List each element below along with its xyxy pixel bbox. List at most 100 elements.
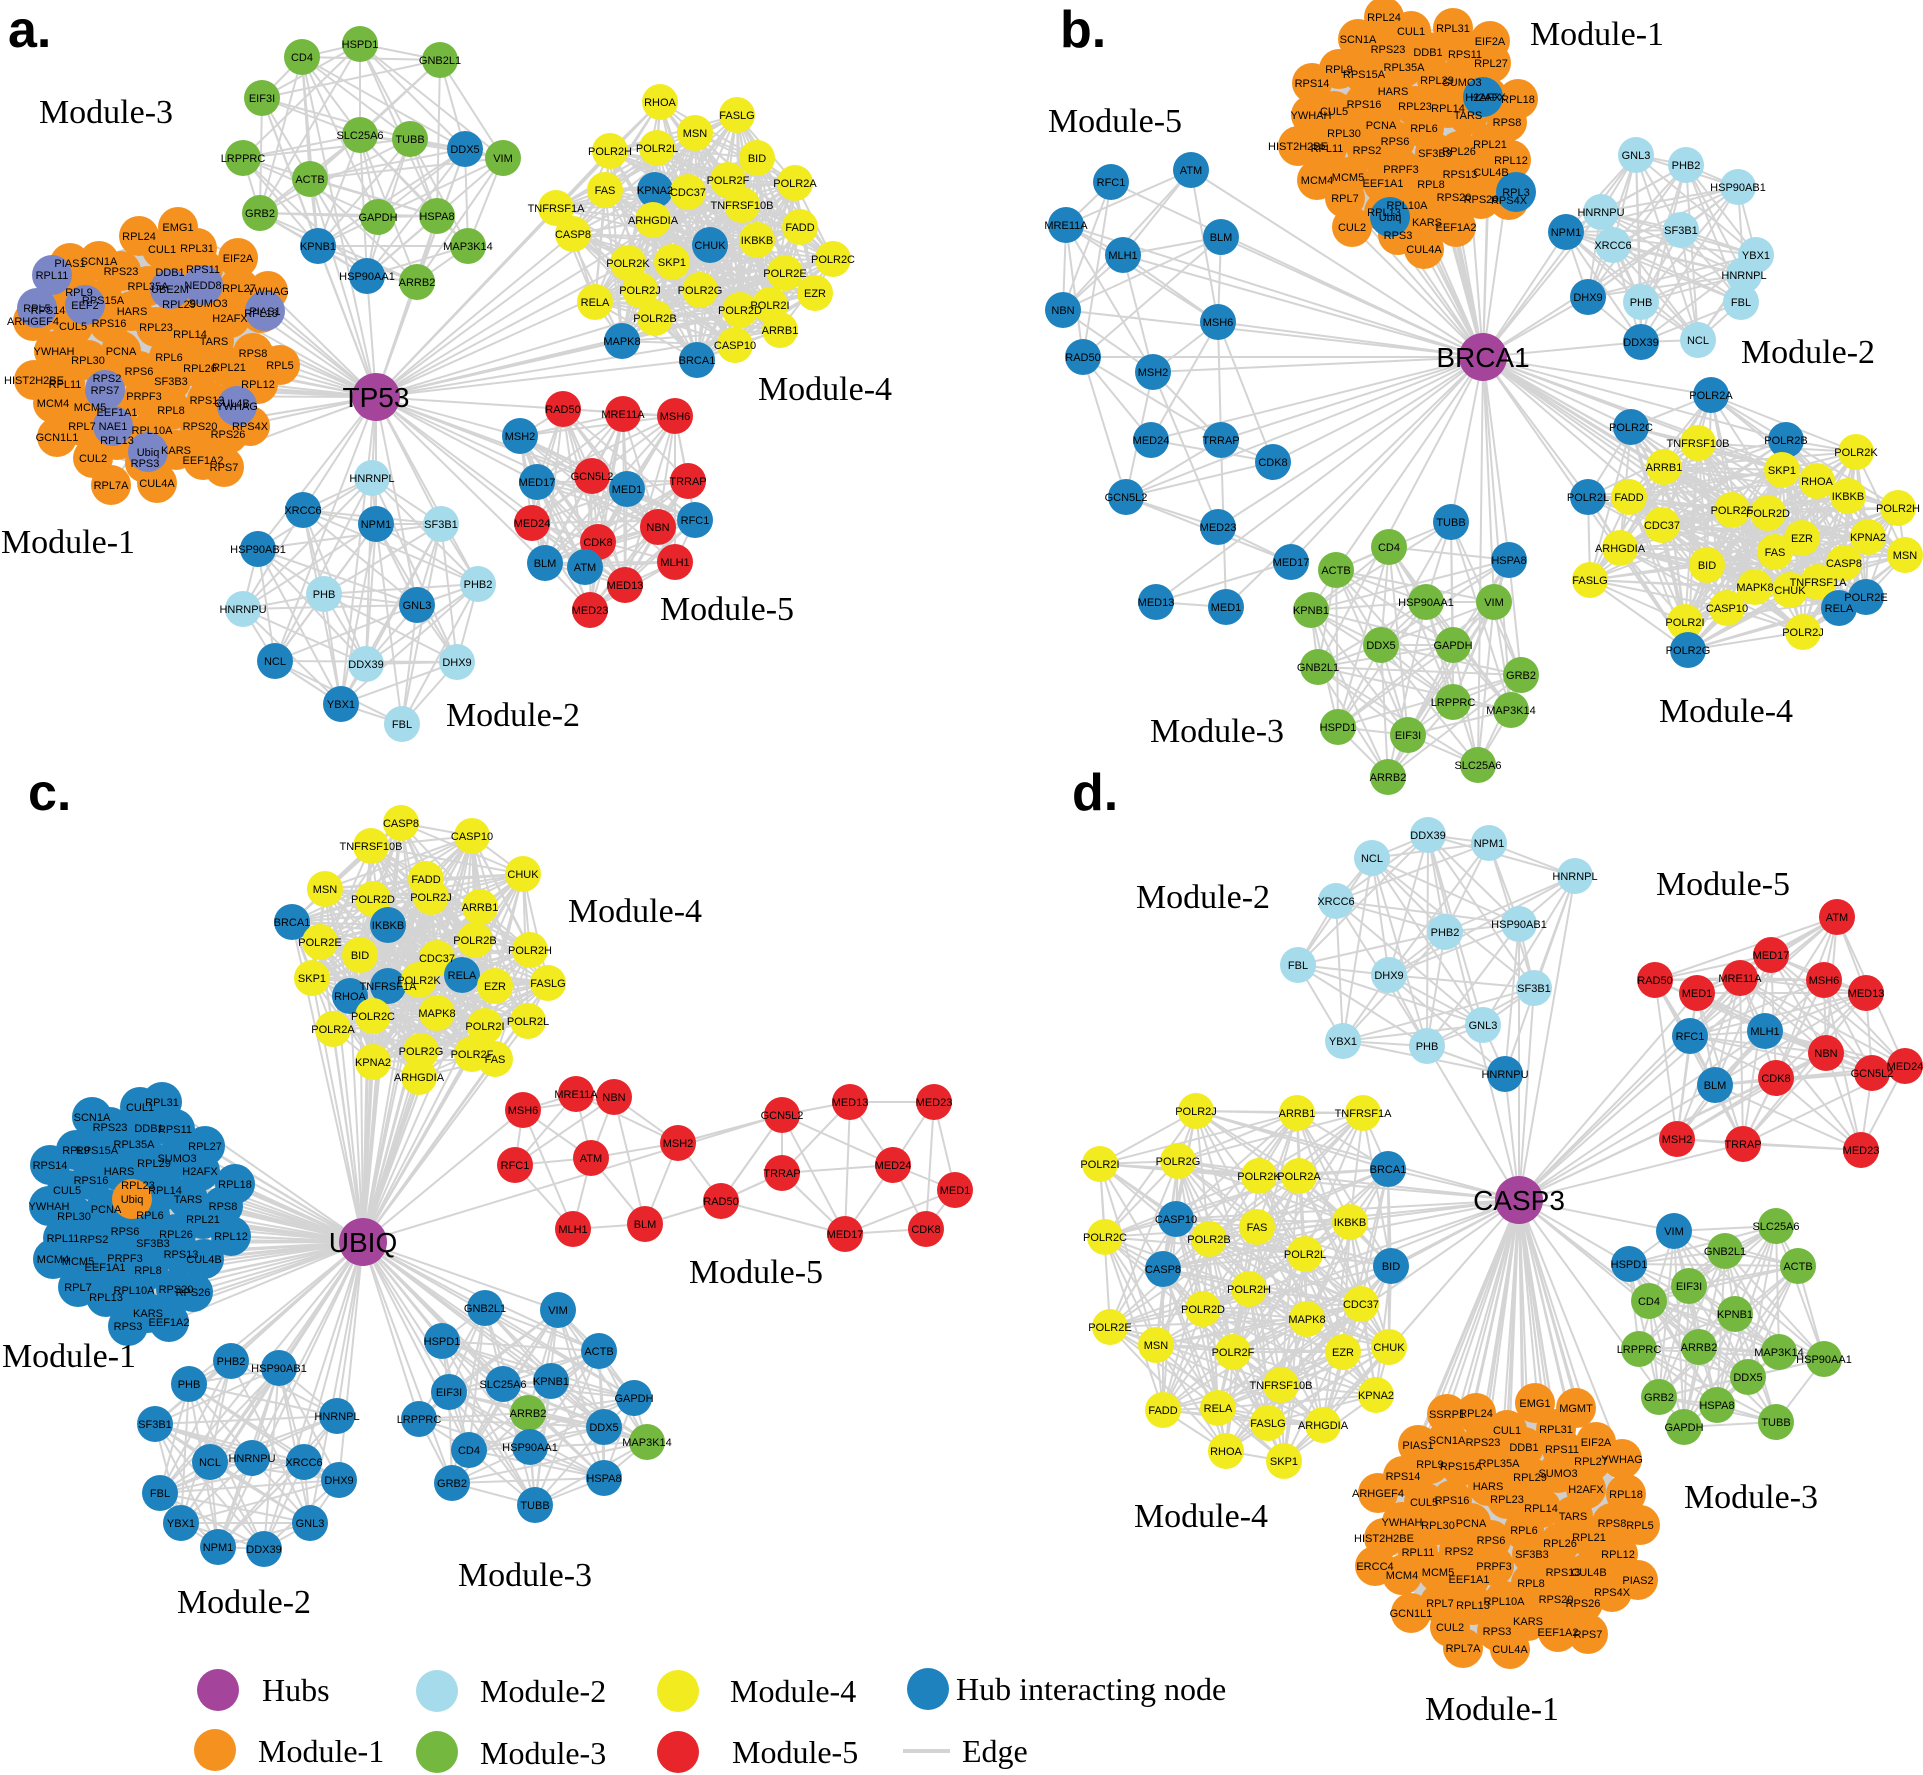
svg-text:RPL7: RPL7 xyxy=(1426,1598,1454,1610)
svg-text:Module-2: Module-2 xyxy=(446,697,580,734)
svg-text:RPL8: RPL8 xyxy=(157,405,185,417)
svg-text:HSP90AB1: HSP90AB1 xyxy=(1491,919,1547,931)
svg-text:YBX1: YBX1 xyxy=(327,699,355,711)
svg-text:CUL4A: CUL4A xyxy=(139,478,175,490)
svg-text:SUMO3: SUMO3 xyxy=(188,298,227,310)
svg-text:IKBKB: IKBKB xyxy=(1832,491,1864,503)
svg-text:RAD50: RAD50 xyxy=(545,404,580,416)
svg-text:RPS2: RPS2 xyxy=(1353,145,1382,157)
svg-text:HSPD1: HSPD1 xyxy=(342,39,379,51)
svg-text:MAPK8: MAPK8 xyxy=(1288,1314,1325,1326)
svg-text:BRCA1: BRCA1 xyxy=(1436,342,1529,373)
svg-text:RPL9: RPL9 xyxy=(62,1145,90,1157)
svg-text:CUL4B: CUL4B xyxy=(1571,1567,1606,1579)
svg-text:SF3B3: SF3B3 xyxy=(154,376,188,388)
svg-text:MLH1: MLH1 xyxy=(558,1224,587,1236)
svg-text:EZR: EZR xyxy=(484,981,506,993)
svg-text:RPL8: RPL8 xyxy=(1517,1578,1545,1590)
svg-text:EEF2: EEF2 xyxy=(71,300,99,312)
svg-text:MED17: MED17 xyxy=(1753,950,1790,962)
svg-text:PHB: PHB xyxy=(1416,1041,1439,1053)
svg-text:POLR2F: POLR2F xyxy=(707,175,750,187)
svg-text:RPL8: RPL8 xyxy=(134,1265,162,1277)
svg-text:RAD50: RAD50 xyxy=(703,1196,738,1208)
svg-text:RPL13: RPL13 xyxy=(1456,1600,1490,1612)
svg-text:RPL31: RPL31 xyxy=(145,1097,179,1109)
svg-text:RPL24: RPL24 xyxy=(122,231,156,243)
svg-text:PCNA: PCNA xyxy=(91,1204,122,1216)
svg-text:HSPD1: HSPD1 xyxy=(1611,1259,1648,1271)
svg-text:CUL4A: CUL4A xyxy=(1492,1644,1528,1656)
svg-text:GCN5L2: GCN5L2 xyxy=(761,1110,804,1122)
svg-text:SSRP1: SSRP1 xyxy=(1429,1409,1465,1421)
svg-text:XRCC6: XRCC6 xyxy=(284,505,321,517)
svg-text:YWHAH: YWHAH xyxy=(29,1201,70,1213)
svg-text:TRRAP: TRRAP xyxy=(669,476,706,488)
svg-text:CD4: CD4 xyxy=(1638,1296,1660,1308)
svg-text:RHOA: RHOA xyxy=(644,97,676,109)
svg-text:RPL35A: RPL35A xyxy=(114,1139,156,1151)
svg-text:ATM: ATM xyxy=(1826,912,1848,924)
svg-text:ARRB1: ARRB1 xyxy=(1279,1108,1316,1120)
svg-text:MLH1: MLH1 xyxy=(1108,250,1137,262)
svg-text:HNRNPU: HNRNPU xyxy=(228,1453,275,1465)
svg-text:Module-4: Module-4 xyxy=(730,1673,856,1709)
svg-text:SF3B1: SF3B1 xyxy=(1517,983,1551,995)
svg-text:RPL12: RPL12 xyxy=(214,1231,248,1243)
svg-text:CASP8: CASP8 xyxy=(1826,558,1862,570)
svg-text:POLR2E: POLR2E xyxy=(1088,1322,1131,1334)
svg-text:GNB2L1: GNB2L1 xyxy=(1704,1246,1746,1258)
svg-text:VIM: VIM xyxy=(1484,597,1504,609)
svg-text:MAPK8: MAPK8 xyxy=(1736,582,1773,594)
svg-text:RPL29: RPL29 xyxy=(137,1158,171,1170)
svg-text:RPS11: RPS11 xyxy=(1448,49,1482,61)
svg-text:GRB2: GRB2 xyxy=(245,208,275,220)
svg-text:KARS: KARS xyxy=(1412,217,1442,229)
svg-text:SKP1: SKP1 xyxy=(298,973,326,985)
svg-text:RPL11: RPL11 xyxy=(49,379,82,391)
svg-text:RPL31: RPL31 xyxy=(180,243,214,255)
svg-text:ARRB1: ARRB1 xyxy=(762,325,799,337)
svg-text:TNFRSF1A: TNFRSF1A xyxy=(1335,1108,1393,1120)
svg-text:EIF2A: EIF2A xyxy=(1475,36,1506,48)
svg-text:RPS13: RPS13 xyxy=(190,395,225,407)
svg-text:Ubiq: Ubiq xyxy=(121,1194,144,1206)
svg-text:CD4: CD4 xyxy=(1378,542,1400,554)
svg-text:PCNA: PCNA xyxy=(106,346,137,358)
svg-text:MSN: MSN xyxy=(1893,550,1918,562)
svg-text:Module-4: Module-4 xyxy=(758,371,892,408)
svg-text:DHX9: DHX9 xyxy=(442,657,471,669)
svg-text:RPS26: RPS26 xyxy=(1566,1598,1601,1610)
svg-text:Module-4: Module-4 xyxy=(1134,1498,1268,1535)
svg-text:RPL29: RPL29 xyxy=(1513,1472,1547,1484)
svg-text:NPM1: NPM1 xyxy=(1474,838,1505,850)
svg-text:PIAS2: PIAS2 xyxy=(1622,1575,1653,1587)
svg-text:BRCA1: BRCA1 xyxy=(274,917,311,929)
svg-text:RFC1: RFC1 xyxy=(501,1160,530,1172)
svg-text:RPL5: RPL5 xyxy=(266,360,294,372)
svg-text:ATM: ATM xyxy=(1180,165,1202,177)
svg-text:NEDD8: NEDD8 xyxy=(184,280,221,292)
svg-text:KPNB1: KPNB1 xyxy=(300,241,336,253)
svg-text:VIM: VIM xyxy=(493,153,513,165)
svg-text:RPS11: RPS11 xyxy=(186,264,220,276)
svg-text:Module-2: Module-2 xyxy=(177,1584,311,1621)
svg-text:MCM5: MCM5 xyxy=(62,1256,94,1268)
svg-text:UBE2M: UBE2M xyxy=(151,284,189,296)
svg-text:RPL6: RPL6 xyxy=(1410,123,1438,135)
svg-text:EZR: EZR xyxy=(804,288,826,300)
svg-text:HSP90AA1: HSP90AA1 xyxy=(339,271,395,283)
svg-text:RPL23: RPL23 xyxy=(139,322,173,334)
svg-text:MAPK8: MAPK8 xyxy=(603,336,640,348)
svg-text:MED24: MED24 xyxy=(1133,435,1170,447)
svg-text:POLR2B: POLR2B xyxy=(453,935,496,947)
svg-text:MED17: MED17 xyxy=(1273,557,1310,569)
svg-text:HSPA8: HSPA8 xyxy=(1699,1400,1734,1412)
svg-text:Module-5: Module-5 xyxy=(1656,866,1790,903)
svg-text:RPS14: RPS14 xyxy=(1295,78,1330,90)
svg-text:NCL: NCL xyxy=(1687,335,1709,347)
svg-text:CUL4A: CUL4A xyxy=(1406,244,1442,256)
svg-text:CASP8: CASP8 xyxy=(383,818,419,830)
svg-text:ARHGDIA: ARHGDIA xyxy=(628,215,679,227)
svg-text:CDK8: CDK8 xyxy=(583,537,612,549)
